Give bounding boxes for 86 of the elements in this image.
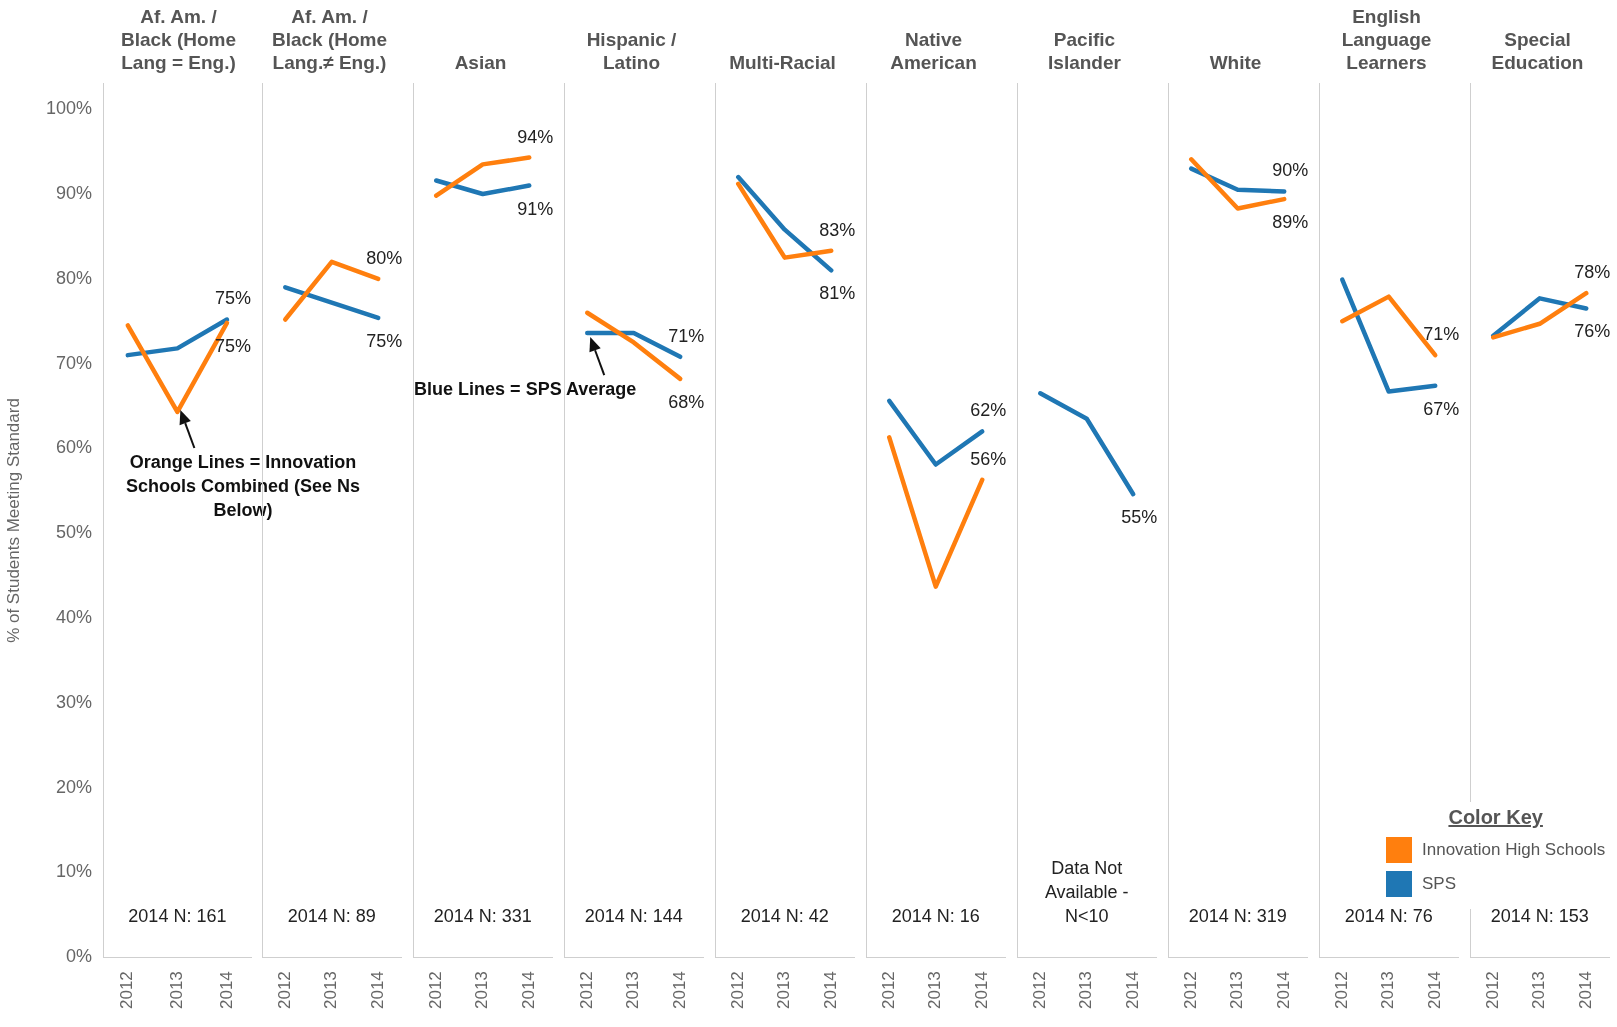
x-tick-label: 2013 bbox=[1227, 971, 1247, 1010]
x-tick-label: 2013 bbox=[925, 971, 945, 1010]
x-tick-label: 2014 bbox=[971, 971, 991, 1010]
x-tick-label: 2013 bbox=[472, 971, 492, 1010]
y-tick-label: 10% bbox=[55, 861, 92, 882]
data-label: 91% bbox=[517, 198, 554, 219]
chart-title: Hispanic / Latino bbox=[585, 28, 678, 74]
x-tick-label: 2014 bbox=[1575, 971, 1595, 1010]
data-label: 71% bbox=[1423, 324, 1460, 345]
data-label: 80% bbox=[366, 247, 403, 268]
y-tick-label: 30% bbox=[55, 691, 92, 712]
y-tick-label: 50% bbox=[55, 522, 92, 543]
data-label: 75% bbox=[366, 330, 403, 351]
legend-label: Innovation High Schools bbox=[1422, 840, 1606, 860]
chart-title: Af. Am. / Black (Home Lang.≠ Eng.) bbox=[270, 5, 389, 74]
data-label: 78% bbox=[1574, 262, 1611, 283]
x-tick-label: 2013 bbox=[623, 971, 643, 1010]
data-label: 56% bbox=[970, 448, 1007, 469]
y-tick-label: 60% bbox=[55, 437, 92, 458]
annotation: 2014 N: 319 bbox=[1188, 906, 1287, 927]
x-tick-label: 2013 bbox=[1529, 971, 1549, 1010]
data-label: 83% bbox=[819, 219, 856, 240]
x-tick-label: 2012 bbox=[1029, 971, 1049, 1010]
chart-title: Pacific Islander bbox=[1047, 28, 1122, 74]
y-tick-label: 90% bbox=[55, 183, 92, 203]
chart-title: Native American bbox=[889, 28, 978, 74]
data-label: 76% bbox=[1574, 321, 1611, 342]
x-tick-label: 2014 bbox=[518, 971, 538, 1010]
annotation: 2014 N: 144 bbox=[584, 906, 683, 927]
x-tick-label: 2012 bbox=[274, 971, 294, 1010]
x-tick-label: 2012 bbox=[1180, 971, 1200, 1010]
x-tick-label: 2013 bbox=[321, 971, 341, 1010]
x-tick-label: 2014 bbox=[669, 971, 689, 1010]
y-tick-label: 80% bbox=[55, 267, 92, 288]
chart-title: Af. Am. / Black (Home Lang = Eng.) bbox=[119, 5, 238, 74]
y-tick-label: 0% bbox=[65, 946, 92, 967]
y-tick-label: 70% bbox=[55, 352, 92, 373]
x-tick-label: 2013 bbox=[1378, 971, 1398, 1010]
annotation: Orange Lines = Innovation Schools Combined (See Ns Below) bbox=[124, 451, 361, 522]
x-tick-label: 2013 bbox=[1076, 971, 1096, 1010]
data-label: 89% bbox=[1272, 212, 1309, 233]
x-tick-label: 2014 bbox=[1424, 971, 1444, 1010]
annotation: 2014 N: 153 bbox=[1490, 906, 1589, 927]
y-tick-label: 40% bbox=[55, 606, 92, 627]
x-tick-label: 2012 bbox=[727, 971, 747, 1010]
data-label: 94% bbox=[517, 126, 554, 147]
chart-title: Asian bbox=[453, 51, 508, 74]
y-tick-label: 20% bbox=[55, 776, 92, 797]
chart-title: Multi-Racial bbox=[728, 51, 837, 74]
data-label: 62% bbox=[970, 400, 1007, 421]
x-tick-label: 2012 bbox=[878, 971, 898, 1010]
annotation: 2014 N: 76 bbox=[1344, 906, 1433, 927]
x-tick-label: 2013 bbox=[774, 971, 794, 1010]
data-label: 55% bbox=[1121, 507, 1158, 528]
annotation: Blue Lines = SPS Average bbox=[413, 378, 638, 402]
y-tick-label: 100% bbox=[45, 98, 92, 119]
data-label: 81% bbox=[819, 283, 856, 304]
annotation: 2014 N: 89 bbox=[287, 906, 376, 927]
annotation: 2014 N: 42 bbox=[740, 906, 829, 927]
x-tick-label: 2012 bbox=[117, 971, 137, 1010]
data-label: 68% bbox=[668, 391, 705, 412]
data-label: 75% bbox=[214, 335, 251, 356]
x-tick-label: 2012 bbox=[576, 971, 596, 1010]
x-tick-label: 2014 bbox=[216, 971, 236, 1010]
legend-title: Color Key bbox=[1447, 806, 1544, 829]
x-tick-label: 2013 bbox=[167, 971, 187, 1010]
y-axis-title: % of Students Meeting Standard bbox=[3, 398, 23, 643]
chart-title: English Language Learners bbox=[1340, 5, 1433, 74]
x-tick-label: 2014 bbox=[1122, 971, 1142, 1010]
chart-title: Special Education bbox=[1490, 28, 1585, 74]
x-tick-label: 2012 bbox=[425, 971, 445, 1010]
data-label: 67% bbox=[1423, 398, 1460, 419]
annotation: 2014 N: 331 bbox=[433, 906, 532, 927]
annotation: Data Not Available - N<10 bbox=[1044, 858, 1129, 927]
chart-title: White bbox=[1208, 51, 1263, 74]
annotation: 2014 N: 161 bbox=[128, 906, 227, 927]
x-tick-label: 2014 bbox=[367, 971, 387, 1010]
x-tick-label: 2012 bbox=[1331, 971, 1351, 1010]
data-label: 71% bbox=[668, 325, 705, 346]
x-tick-label: 2014 bbox=[820, 971, 840, 1010]
data-label: 75% bbox=[214, 288, 251, 309]
annotation: 2014 N: 16 bbox=[891, 906, 980, 927]
legend-label: SPS bbox=[1422, 874, 1457, 894]
x-tick-label: 2012 bbox=[1482, 971, 1502, 1010]
data-label: 90% bbox=[1272, 160, 1309, 181]
x-tick-label: 2014 bbox=[1273, 971, 1293, 1010]
